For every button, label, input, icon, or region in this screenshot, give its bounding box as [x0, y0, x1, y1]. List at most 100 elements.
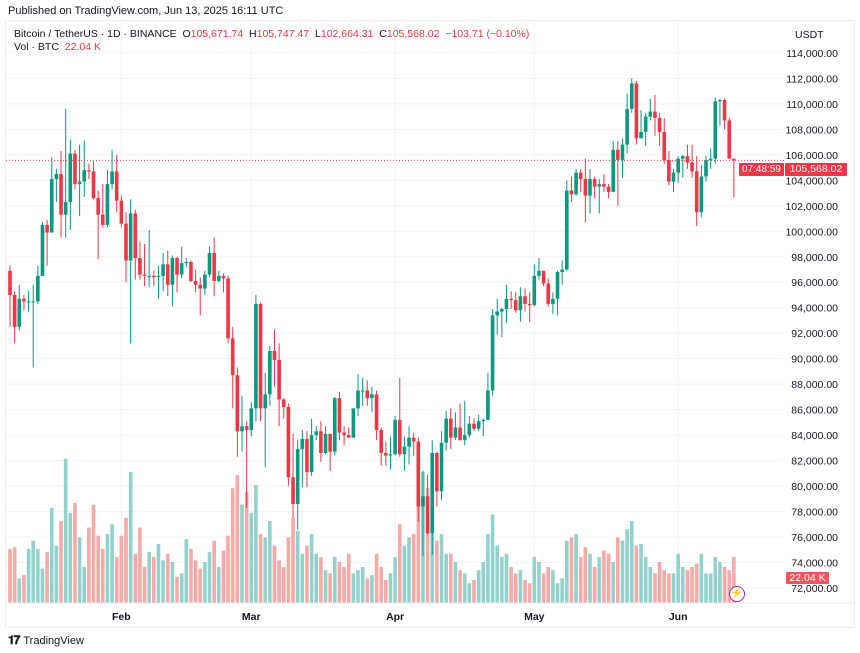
low-label: L [315, 28, 321, 40]
last-price: 105,568.02 [789, 163, 843, 175]
volume-bar [295, 530, 300, 603]
volume-bar [254, 484, 258, 603]
volume-bar [527, 583, 532, 603]
volume-bar [453, 562, 458, 603]
volume-bar [230, 488, 235, 603]
volume-bar [462, 573, 467, 603]
volume-bar [133, 553, 138, 603]
candle-body [732, 159, 736, 161]
y-tick-label: 82,000.00 [791, 456, 838, 468]
x-tick-label: Mar [242, 611, 261, 623]
volume-bar [360, 566, 365, 603]
candle-body [537, 270, 541, 276]
candle-body [36, 275, 40, 302]
candle-body [82, 170, 87, 182]
y-tick-label: 110,000.00 [786, 99, 838, 111]
volume-bar [513, 573, 518, 603]
volume-bar [486, 534, 490, 603]
y-tick-label: 90,000.00 [791, 354, 838, 366]
candle-body [59, 173, 63, 215]
volume-bar [662, 570, 667, 603]
lightning-icon[interactable]: ⚡ [729, 586, 745, 602]
volume-bar [63, 458, 68, 603]
volume-bar [476, 570, 481, 603]
volume-bar [583, 547, 588, 603]
candle-body [8, 270, 12, 295]
candle-body [258, 303, 263, 409]
candle-body [444, 418, 448, 443]
tradingview-logo-icon: 𝟏𝟕 [8, 633, 20, 647]
close-label: C [379, 28, 387, 40]
volume-bar [732, 557, 736, 603]
close-value: 105,568.02 [386, 28, 440, 40]
candle-body [569, 190, 574, 195]
candle-body [527, 303, 532, 306]
volume-bar [110, 524, 114, 603]
ohlc-row: Bitcoin / TetherUS · 1D · BINANCE O105,6… [14, 28, 529, 41]
volume-bar [101, 548, 105, 603]
candle-body [495, 311, 499, 316]
volume-bar [560, 578, 564, 603]
volume-bar [402, 545, 407, 603]
candle-body [467, 423, 472, 436]
candle-body [87, 170, 91, 172]
candle-body [657, 117, 662, 132]
candle-body [96, 198, 100, 215]
volume-bar [555, 583, 560, 603]
candle-body [249, 408, 254, 431]
y-tick-label: 74,000.00 [791, 558, 838, 570]
candle-body [26, 301, 31, 303]
candle-body [49, 179, 54, 233]
symbol-title[interactable]: Bitcoin / TetherUS · 1D · BINANCE [14, 28, 177, 40]
candle-body [286, 407, 291, 478]
footer-brand[interactable]: 𝟏𝟕 TradingView [8, 633, 84, 648]
volume-bar [374, 553, 379, 603]
volume-bar [277, 560, 281, 603]
candle-body [453, 427, 458, 438]
volume-bar [574, 534, 578, 603]
candle-body [300, 438, 305, 450]
volume-bar [606, 553, 611, 603]
candle-body [337, 398, 342, 433]
published-caption: Published on TradingView.com, Jun 13, 20… [8, 5, 284, 17]
volume-bar [165, 553, 170, 603]
y-tick-label: 94,000.00 [791, 303, 838, 315]
candle-body [91, 171, 96, 199]
candle-body [295, 449, 300, 504]
candle-body [333, 398, 337, 452]
volume-bar [203, 562, 207, 603]
volume-bar [694, 563, 699, 603]
candle-body [690, 162, 694, 172]
volume-bar [425, 488, 430, 603]
candle-body [207, 252, 212, 275]
y-tick-label: 112,000.00 [786, 73, 838, 85]
volume-label[interactable]: Vol · BTC [14, 41, 59, 53]
volume-bar [643, 557, 648, 603]
volume-bar [671, 573, 676, 603]
volume-bar [509, 566, 513, 603]
candle-body [639, 131, 643, 139]
volume-bar [305, 545, 309, 603]
volume-bar [36, 548, 40, 603]
chart-frame [5, 20, 855, 628]
candle-body [212, 252, 216, 281]
candle-body [425, 496, 430, 534]
candle-body [694, 171, 699, 213]
candle-body [518, 296, 523, 311]
volume-bar [8, 548, 12, 603]
y-tick-label: 88,000.00 [791, 379, 838, 391]
candle-body [305, 438, 309, 473]
volume-bar [388, 573, 393, 603]
volume-bar [77, 537, 82, 603]
candle-body [240, 426, 244, 432]
candle-body [170, 258, 175, 285]
candle-body [449, 418, 453, 438]
candle-body [625, 108, 629, 145]
candle-body [230, 338, 235, 376]
candle-body [161, 264, 165, 276]
volume-value: 22.04 K [64, 41, 101, 53]
candle-body [124, 223, 128, 261]
open-label: O [182, 28, 191, 40]
volume-bar [727, 570, 731, 603]
